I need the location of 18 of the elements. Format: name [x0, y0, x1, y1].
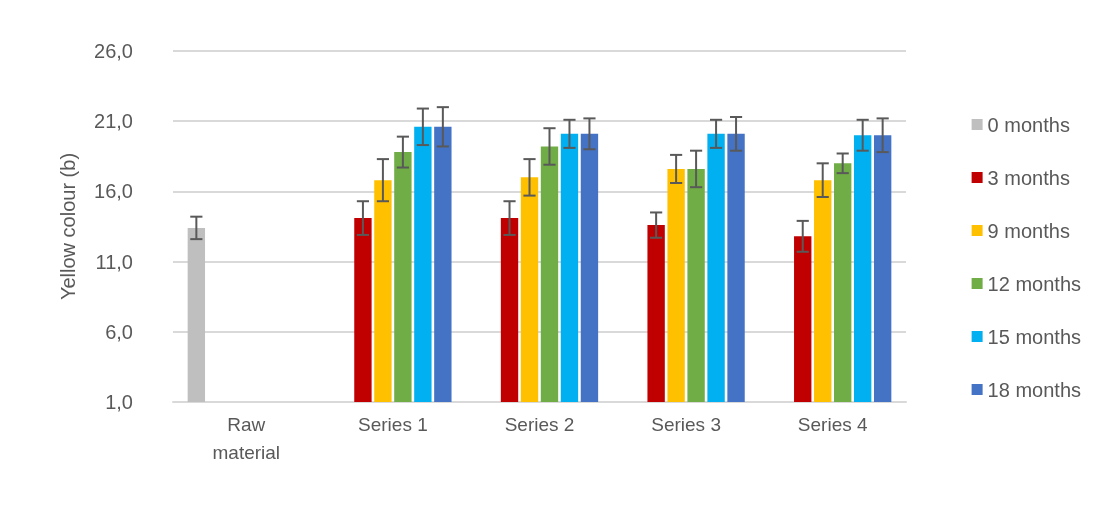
x-tick-label: Raw material: [212, 413, 281, 463]
legend-label: 9 months: [987, 219, 1070, 242]
y-tick-label: 6,0: [105, 320, 133, 343]
y-tick-label: 26,0: [94, 40, 133, 62]
legend-label: 0 months: [987, 113, 1070, 136]
y-tick-label: 11,0: [95, 250, 133, 273]
x-tick-label: Series 4: [797, 413, 868, 435]
x-tick-label: Series 1: [358, 413, 428, 435]
y-tick-label: 1,0: [105, 391, 133, 413]
y-tick-label: 16,0: [94, 180, 133, 203]
y-axis-title: Yellow colour (b): [57, 152, 79, 301]
legend-label: 12 months: [987, 272, 1081, 295]
legend-label: 15 months: [987, 325, 1081, 348]
y-tick-label: 21,0: [94, 110, 133, 133]
legend-label: 3 months: [987, 166, 1070, 189]
legend-label: 18 months: [987, 378, 1081, 401]
x-tick-label: Series 3: [651, 413, 721, 435]
x-tick-label: Series 2: [504, 413, 575, 435]
